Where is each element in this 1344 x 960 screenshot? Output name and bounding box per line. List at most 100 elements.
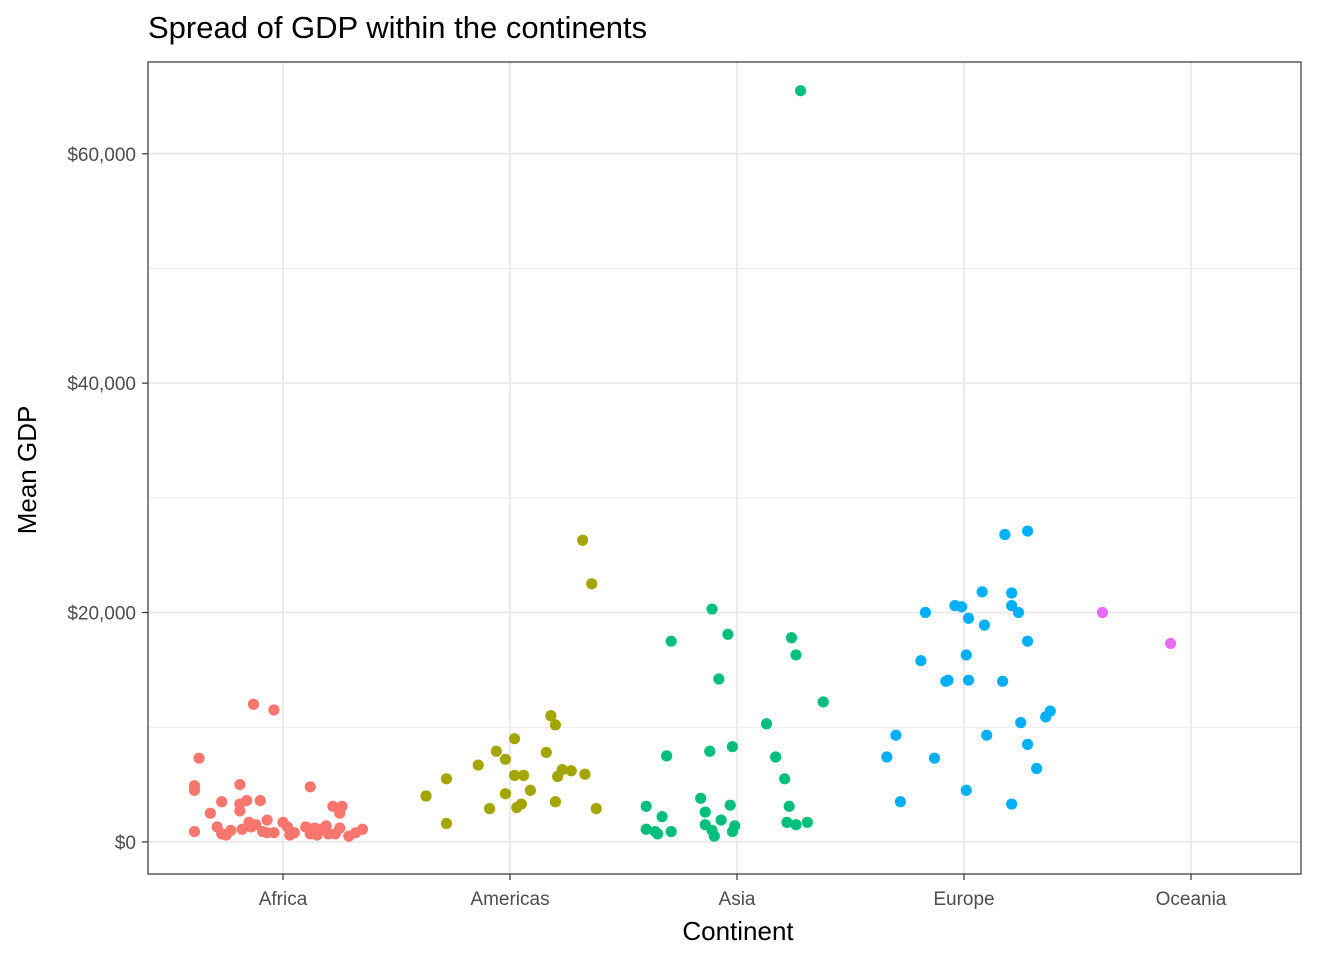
x-tick-label: Asia	[719, 889, 756, 910]
y-tick-label: $0	[115, 833, 136, 854]
data-points	[188, 85, 1177, 842]
data-point-asia	[699, 806, 711, 818]
data-point-europe	[1044, 705, 1056, 717]
data-point-africa	[250, 819, 262, 831]
data-point-europe	[894, 796, 907, 808]
data-point-europe	[962, 612, 975, 624]
data-point-asia	[801, 816, 813, 828]
data-point-americas	[590, 803, 602, 815]
data-point-europe	[996, 675, 1009, 687]
data-point-asia	[706, 603, 718, 615]
data-point-europe	[1021, 738, 1034, 751]
data-point-americas	[586, 578, 598, 590]
data-point-asia	[783, 800, 795, 812]
data-point-asia	[785, 632, 798, 644]
data-point-africa	[327, 800, 339, 812]
data-point-asia	[695, 792, 707, 804]
data-point-europe	[928, 752, 941, 764]
data-point-asia	[665, 825, 677, 838]
x-tick-label: Oceania	[1156, 889, 1227, 910]
data-point-africa	[234, 805, 246, 817]
data-point-europe	[1021, 635, 1034, 647]
data-point-americas	[565, 765, 577, 777]
data-point-europe	[1012, 606, 1025, 619]
data-point-europe	[890, 729, 902, 741]
data-point-europe	[960, 649, 972, 661]
data-point-africa	[334, 822, 346, 834]
data-point-asia	[729, 820, 741, 832]
data-point-africa	[268, 827, 280, 839]
data-point-asia	[726, 741, 739, 753]
data-point-africa	[193, 752, 205, 764]
data-point-europe	[978, 619, 991, 631]
data-point-americas	[540, 746, 552, 759]
data-point-americas	[556, 764, 568, 776]
data-point-asia	[781, 816, 793, 828]
data-point-europe	[1006, 600, 1018, 612]
data-point-europe	[999, 528, 1011, 541]
x-tick-label: Europe	[933, 889, 994, 910]
data-point-asia	[779, 773, 791, 785]
data-point-europe	[1015, 717, 1027, 729]
data-point-africa	[216, 796, 228, 808]
data-point-americas	[508, 769, 521, 781]
data-point-africa	[336, 800, 348, 812]
data-point-africa	[261, 814, 273, 826]
x-axis-title: Continent	[682, 916, 794, 946]
data-point-oceania	[1096, 606, 1109, 619]
data-point-americas	[490, 745, 502, 757]
data-point-africa	[225, 824, 237, 837]
x-tick-label: Americas	[470, 889, 549, 910]
data-point-americas	[499, 788, 512, 800]
tick-labels: $0 $20,000 $40,000 $60,000 Africa Americas Asi…	[67, 145, 1226, 910]
x-tick-label: Africa	[259, 889, 308, 910]
data-point-oceania	[1164, 637, 1177, 650]
y-tick-label: $40,000	[67, 374, 136, 395]
data-point-europe	[915, 655, 927, 667]
data-point-africa	[188, 825, 201, 838]
data-point-asia	[665, 635, 677, 647]
data-point-americas	[524, 784, 537, 796]
data-point-asia	[661, 750, 673, 762]
data-point-asia	[794, 85, 807, 97]
data-point-americas	[420, 790, 432, 802]
data-point-americas	[440, 817, 453, 830]
data-point-africa	[204, 807, 216, 819]
panel-border	[147, 61, 1302, 875]
data-point-americas	[577, 534, 589, 546]
y-tick-label: $60,000	[67, 145, 136, 166]
data-point-europe	[960, 784, 972, 796]
data-point-africa	[234, 778, 246, 791]
data-point-americas	[508, 733, 521, 745]
data-point-asia	[656, 811, 668, 823]
data-point-asia	[760, 718, 773, 730]
data-point-asia	[817, 696, 829, 708]
data-point-africa	[254, 794, 266, 807]
data-point-americas	[549, 796, 562, 808]
data-point-africa	[241, 794, 253, 807]
data-point-asia	[651, 828, 664, 840]
data-point-americas	[515, 798, 527, 810]
data-point-europe	[919, 606, 932, 619]
y-axis-title: Mean GDP	[12, 406, 42, 535]
data-point-asia	[713, 673, 725, 685]
data-point-europe	[962, 674, 975, 686]
data-point-europe	[942, 674, 954, 686]
data-point-asia	[715, 814, 727, 826]
data-point-europe	[1031, 762, 1043, 775]
data-point-asia	[640, 800, 652, 812]
data-point-asia	[708, 830, 720, 842]
data-point-asia	[790, 649, 802, 661]
data-point-americas	[579, 768, 591, 780]
data-point-europe	[1021, 525, 1034, 537]
data-point-africa	[236, 823, 248, 835]
data-point-americas	[549, 719, 562, 731]
axis-ticks	[142, 153, 1192, 880]
data-point-americas	[545, 710, 557, 722]
data-point-africa	[247, 698, 260, 710]
data-point-europe	[1006, 798, 1018, 810]
data-point-europe	[976, 586, 988, 598]
data-point-americas	[518, 769, 530, 781]
data-point-africa	[304, 781, 316, 793]
